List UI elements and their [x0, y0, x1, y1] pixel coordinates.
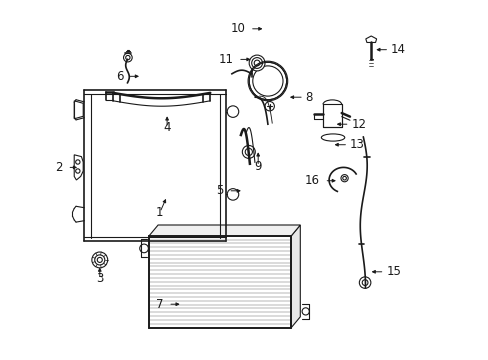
Text: 8: 8	[305, 91, 312, 104]
Circle shape	[227, 106, 238, 117]
Polygon shape	[291, 225, 300, 328]
Text: 13: 13	[349, 138, 364, 151]
Text: 12: 12	[351, 118, 366, 131]
Bar	[322, 104, 341, 127]
Circle shape	[252, 66, 283, 96]
Circle shape	[140, 244, 148, 253]
Circle shape	[227, 189, 238, 200]
Text: 6: 6	[116, 70, 123, 83]
Text: 16: 16	[305, 174, 320, 187]
Polygon shape	[74, 155, 83, 180]
Polygon shape	[74, 101, 83, 119]
Text: 5: 5	[216, 184, 224, 197]
Text: 9: 9	[254, 160, 262, 173]
Text: 10: 10	[230, 22, 245, 35]
Circle shape	[249, 62, 286, 100]
Text: 11: 11	[218, 53, 233, 66]
Circle shape	[359, 277, 370, 288]
Circle shape	[251, 58, 262, 68]
Text: 4: 4	[163, 121, 170, 134]
Bar	[84, 90, 226, 241]
Circle shape	[242, 145, 255, 158]
Circle shape	[302, 308, 309, 315]
Circle shape	[92, 252, 107, 268]
Circle shape	[264, 102, 274, 111]
Bar	[149, 236, 291, 328]
Circle shape	[95, 255, 104, 265]
Circle shape	[123, 53, 132, 62]
Polygon shape	[365, 36, 376, 42]
Text: 3: 3	[96, 273, 103, 285]
Text: 14: 14	[390, 43, 405, 56]
Polygon shape	[149, 225, 300, 236]
Circle shape	[249, 55, 264, 71]
Circle shape	[340, 175, 347, 182]
Text: 2: 2	[56, 161, 63, 174]
Text: 1: 1	[156, 206, 163, 219]
Ellipse shape	[321, 134, 344, 141]
Text: 15: 15	[386, 265, 400, 278]
Text: 7: 7	[156, 298, 163, 311]
